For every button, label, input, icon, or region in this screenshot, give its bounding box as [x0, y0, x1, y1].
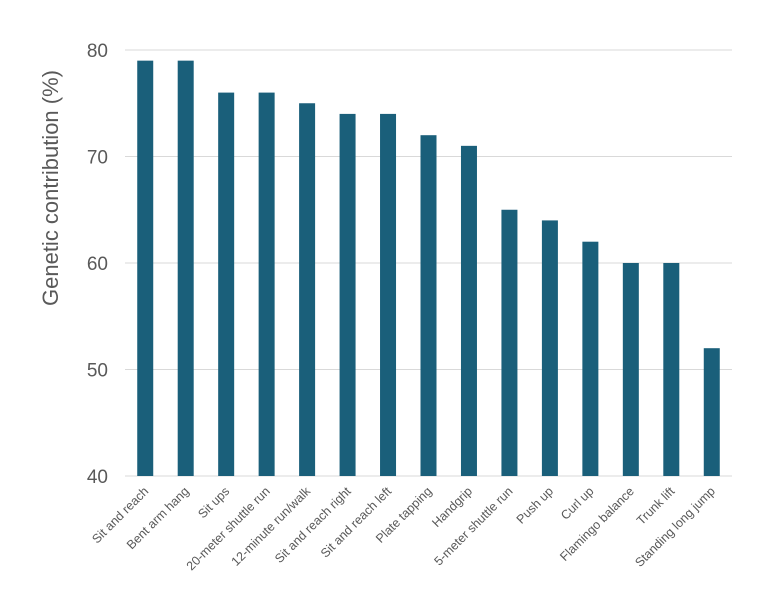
x-tick-label: Sit ups — [195, 484, 232, 521]
y-axis-ticks: 40 50 60 70 80 — [87, 41, 108, 488]
bar — [663, 263, 680, 476]
bar — [622, 263, 639, 476]
y-tick-label: 80 — [87, 41, 108, 62]
bar — [582, 241, 599, 476]
bar — [177, 60, 194, 477]
x-tick-label: Push up — [514, 484, 556, 526]
bar — [460, 145, 477, 476]
bar — [501, 209, 518, 476]
bar — [299, 103, 316, 476]
bar — [420, 135, 437, 476]
bar — [339, 113, 356, 477]
bar — [137, 60, 154, 477]
bars — [137, 60, 720, 477]
x-tick-label: Sit and reach right — [272, 484, 354, 566]
bar — [541, 220, 558, 476]
x-tick-label: Standing long jump — [632, 484, 718, 570]
y-tick-label: 50 — [87, 361, 108, 382]
x-tick-label: Flamingo balance — [557, 484, 637, 564]
y-tick-label: 40 — [87, 467, 108, 488]
y-tick-label: 60 — [87, 254, 108, 275]
x-tick-label: 5-meter shuttle run — [431, 484, 515, 568]
bar — [218, 92, 235, 476]
y-tick-label: 70 — [87, 148, 108, 169]
y-axis-label: Genetic contribution (%) — [38, 70, 63, 306]
bar — [380, 113, 397, 477]
bar — [703, 348, 720, 476]
bar — [258, 92, 275, 476]
x-tick-label: Sit and reach left — [318, 484, 395, 561]
x-tick-label: Curl up — [558, 484, 596, 522]
